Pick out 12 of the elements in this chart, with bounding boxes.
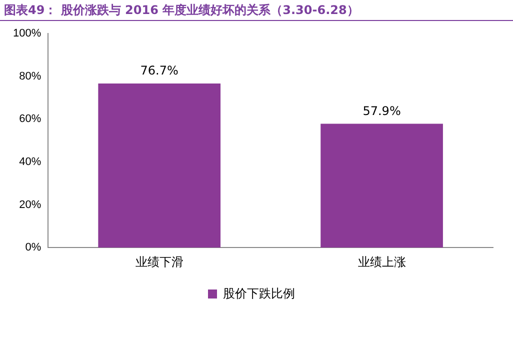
y-tick-label: 80% — [19, 70, 42, 82]
data-label: 57.9% — [362, 104, 401, 118]
y-tick-label: 0% — [25, 242, 42, 254]
x-tick-label: 业绩下滑 — [135, 255, 184, 270]
legend-label: 股价下跌比例 — [223, 286, 295, 300]
y-tick-label: 60% — [19, 113, 42, 126]
y-tick-label: 40% — [19, 156, 42, 168]
y-tick-label: 20% — [19, 198, 42, 211]
data-label: 76.7% — [140, 64, 178, 78]
y-tick-label: 100% — [12, 28, 42, 40]
x-tick-label: 业绩上涨 — [358, 255, 406, 270]
chart-title: 图表49： 股价涨跌与 2016 年度业绩好坏的关系（3.30-6.28） — [4, 2, 359, 19]
